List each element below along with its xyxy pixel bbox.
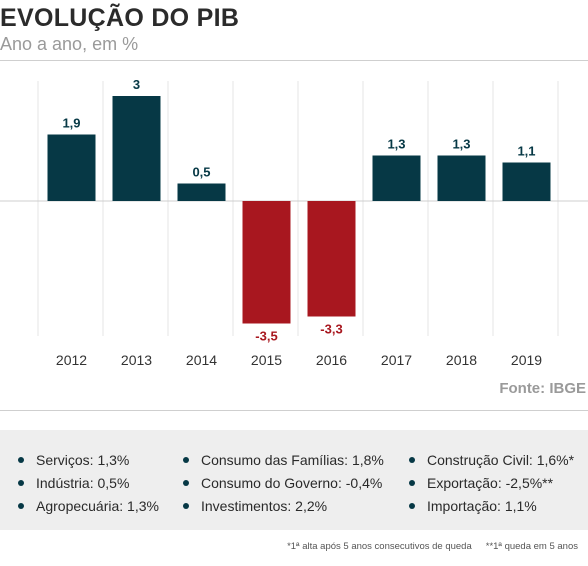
bar (177, 183, 226, 201)
bar (372, 155, 421, 201)
component-item: Consumo do Governo: -0,4% (183, 471, 384, 494)
data-label: 3 (133, 77, 140, 92)
x-tick-label: 2012 (56, 352, 87, 368)
bar (437, 155, 486, 201)
data-label: -3,5 (255, 329, 277, 344)
bar (307, 201, 356, 317)
data-label: 0,5 (192, 165, 210, 180)
bullet-icon (183, 456, 189, 463)
data-label: 1,9 (62, 116, 80, 131)
bar (502, 162, 551, 201)
x-tick-label: 2018 (446, 352, 477, 368)
chart-subtitle: Ano a ano, em % (0, 34, 139, 54)
x-tick-label: 2019 (511, 352, 542, 368)
middle-divider (0, 410, 588, 411)
x-tick-label: 2017 (381, 352, 412, 368)
bullet-icon (18, 502, 24, 509)
footnote-2: **1ª queda em 5 anos (485, 541, 578, 552)
data-label: -3,3 (320, 322, 342, 337)
footnote-1: *1ª alta após 5 anos consecutivos de que… (287, 541, 472, 552)
bar (112, 96, 161, 201)
bar (47, 134, 96, 201)
bullet-icon (183, 479, 189, 486)
x-tick-label: 2015 (251, 352, 282, 368)
top-divider (0, 60, 588, 61)
footnotes: *1ª alta após 5 anos consecutivos de que… (287, 541, 578, 552)
components-panel: Serviços: 1,3% Indústria: 0,5% Agropecuá… (0, 430, 588, 530)
bullet-icon (18, 479, 24, 486)
bullet-icon (409, 456, 415, 463)
chart-title: EVOLUÇÃO DO PIB (0, 4, 240, 32)
x-tick-label: 2014 (186, 352, 217, 368)
components-column-1: Serviços: 1,3% Indústria: 0,5% Agropecuá… (18, 448, 159, 517)
components-column-3: Construção Civil: 1,6%* Exportação: -2,5… (409, 448, 574, 517)
data-label: 1,3 (452, 137, 470, 152)
components-column-2: Consumo das Famílias: 1,8% Consumo do Go… (183, 448, 384, 517)
bar-chart: 1,9 2012 3 2013 0,5 2014 -3,5 2015 -3,3 2016 1,3 20… (0, 77, 588, 368)
data-label: 1,3 (387, 137, 405, 152)
component-item: Indústria: 0,5% (18, 471, 159, 494)
bar (242, 201, 291, 324)
bullet-icon (183, 502, 189, 509)
bullet-icon (409, 479, 415, 486)
bullet-icon (18, 456, 24, 463)
data-label: 1,1 (517, 144, 535, 159)
component-item: Consumo das Famílias: 1,8% (183, 448, 384, 471)
component-item: Importação: 1,1% (409, 494, 574, 517)
component-item: Exportação: -2,5%** (409, 471, 574, 494)
bullet-icon (409, 502, 415, 509)
x-tick-label: 2016 (316, 352, 347, 368)
component-item: Construção Civil: 1,6%* (409, 448, 574, 471)
component-item: Serviços: 1,3% (18, 448, 159, 471)
source-label: Fonte: IBGE (499, 380, 586, 397)
component-item: Investimentos: 2,2% (183, 494, 384, 517)
x-tick-label: 2013 (121, 352, 152, 368)
component-item: Agropecuária: 1,3% (18, 494, 159, 517)
